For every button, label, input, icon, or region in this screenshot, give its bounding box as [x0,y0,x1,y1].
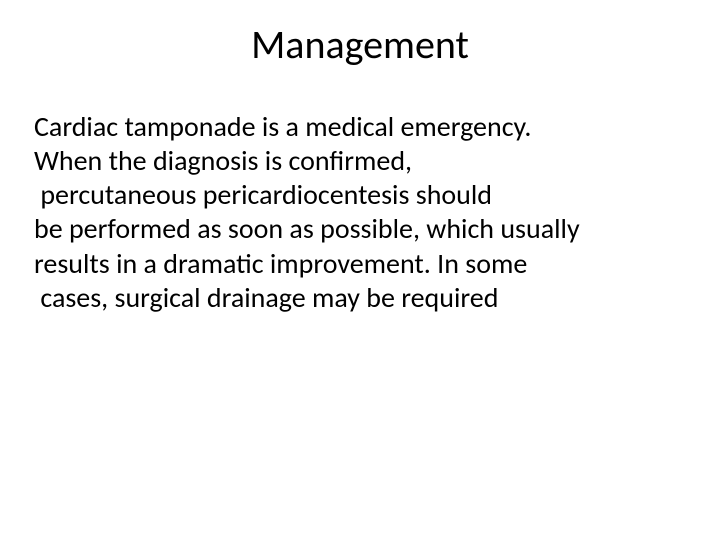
body-line: results in a dramatic improvement. In so… [34,247,686,281]
slide: Management Cardiac tamponade is a medica… [0,0,720,540]
body-line: cases, surgical drainage may be required [34,281,686,315]
body-line: percutaneous pericardiocentesis should [34,178,686,212]
slide-title: Management [0,20,720,69]
slide-body: Cardiac tamponade is a medical emergency… [34,110,686,315]
body-line: be performed as soon as possible, which … [34,212,686,246]
body-line: Cardiac tamponade is a medical emergency… [34,110,686,144]
body-line: When the diagnosis is confirmed, [34,144,686,178]
